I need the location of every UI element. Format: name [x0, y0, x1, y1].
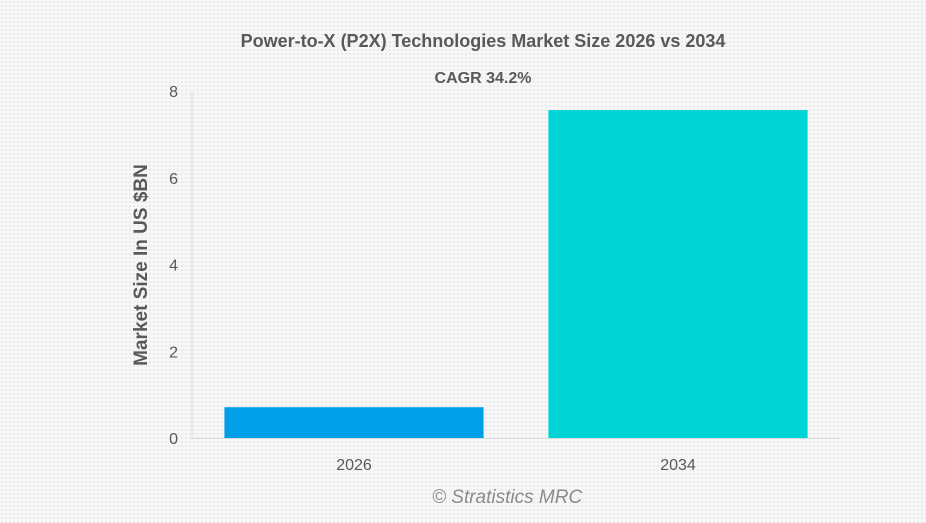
chart-subtitle: CAGR 34.2%	[434, 70, 532, 87]
x-tick-label: 2026	[336, 457, 372, 474]
y-tick-label: 8	[169, 84, 178, 101]
y-tick-label: 4	[169, 258, 178, 275]
copyright-footer: © Stratistics MRC	[432, 487, 583, 508]
bar-2026	[224, 407, 484, 438]
x-tick-label: 2034	[660, 457, 696, 474]
chart-title: Power-to-X (P2X) Technologies Market Siz…	[240, 31, 726, 51]
y-tick-label: 6	[169, 171, 178, 188]
y-tick-label: 2	[169, 344, 178, 361]
bar-2034	[548, 110, 808, 439]
y-tick-label: 0	[169, 431, 178, 448]
